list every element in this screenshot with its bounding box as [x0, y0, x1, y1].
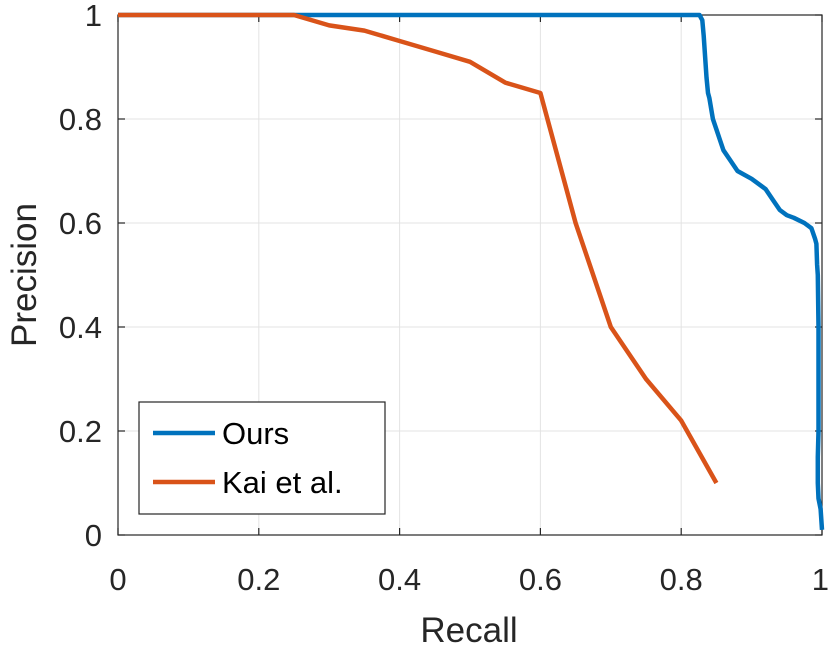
y-tick-label: 0.8	[59, 102, 102, 137]
series-lines	[118, 12, 825, 530]
x-tick-label: 0.6	[519, 562, 562, 597]
legend-label-kai-et-al: Kai et al.	[222, 465, 343, 500]
x-axis-label: Recall	[420, 611, 517, 650]
x-tick-label: 1	[812, 562, 829, 597]
x-tick-label: 0.2	[237, 562, 280, 597]
series-line-kai-et-al	[118, 12, 719, 485]
legend-label-ours: Ours	[222, 416, 289, 451]
x-tick-label: 0.4	[378, 562, 421, 597]
legend-box	[138, 401, 386, 515]
y-tick-label: 0.2	[59, 414, 102, 449]
y-axis-label: Precision	[5, 203, 44, 347]
x-tick-label: 0.8	[660, 562, 703, 597]
y-tick-label: 0.6	[59, 206, 102, 241]
y-tick-label: 0.4	[59, 310, 102, 345]
legend: Ours Kai et al.	[138, 401, 386, 515]
series-line-ours	[118, 12, 825, 530]
x-tick-label: 0	[109, 562, 126, 597]
y-tick-label: 0	[85, 518, 102, 553]
y-tick-label: 1	[85, 0, 102, 33]
axis-ticks: 0 0.2 0.4 0.6 0.8 1 0 0.2 0.4 0.6 0.8 1	[59, 0, 829, 597]
